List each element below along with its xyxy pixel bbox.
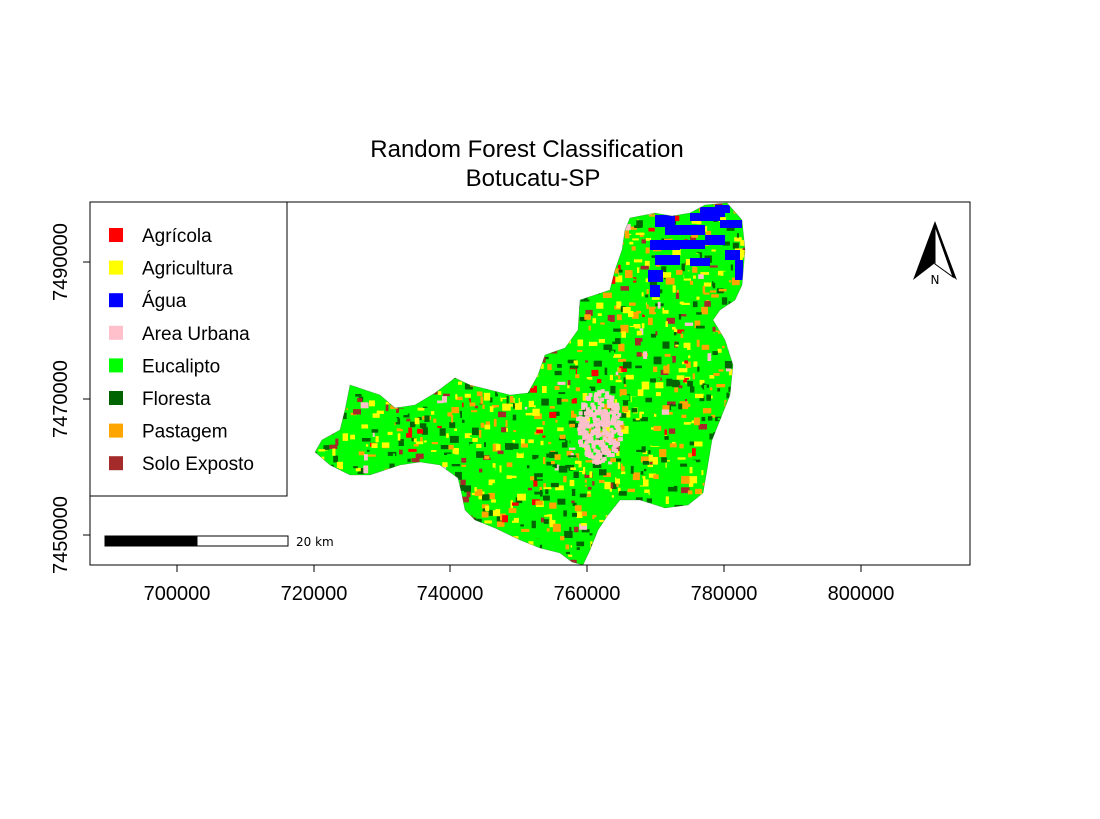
x-axis: 700000 720000 740000 760000 780000 800000 <box>144 564 895 605</box>
legend-swatch <box>109 228 123 242</box>
scale-bar: 20 km <box>104 535 334 549</box>
classification-raster <box>315 203 745 565</box>
map-subtitle: Botucatu-SP <box>466 165 601 192</box>
north-arrow-label: N <box>931 273 940 287</box>
y-axis: 7450000 7470000 7490000 <box>50 223 91 574</box>
legend-label: Floresta <box>142 389 211 410</box>
legend-swatch <box>109 260 123 275</box>
legend-swatch <box>109 456 123 471</box>
study-area-outline <box>314 202 746 566</box>
scale-bar-label: 20 km <box>296 535 334 549</box>
y-tick-label: 7470000 <box>50 360 72 438</box>
y-tick-label: 7490000 <box>50 223 72 301</box>
x-tick-label: 740000 <box>417 583 484 605</box>
x-tick-label: 700000 <box>144 583 211 605</box>
legend-swatch <box>109 423 123 438</box>
legend-label: Solo Exposto <box>142 454 254 475</box>
legend-label: Agrícola <box>142 226 212 247</box>
legend-label: Agricultura <box>142 259 233 280</box>
north-arrow-icon: N <box>913 221 957 287</box>
legend-swatch <box>109 293 123 308</box>
scale-bar-empty <box>196 535 289 547</box>
legend-label: Area Urbana <box>142 324 250 345</box>
x-tick-label: 760000 <box>554 583 621 605</box>
legend-label: Água <box>142 291 187 312</box>
scale-bar-filled <box>104 535 198 547</box>
legend: Agrícola Agricultura Água Area Urbana Eucali… <box>89 201 288 497</box>
y-tick-label: 7450000 <box>50 496 72 574</box>
legend-swatch <box>109 358 123 373</box>
x-tick-label: 780000 <box>691 583 758 605</box>
legend-swatch <box>109 391 123 405</box>
legend-label: Eucalipto <box>142 356 220 377</box>
legend-label: Pastagem <box>142 422 228 443</box>
legend-box <box>89 201 288 497</box>
map-title: Random Forest Classification <box>370 136 683 163</box>
legend-swatch <box>109 325 123 340</box>
x-tick-label: 720000 <box>281 583 348 605</box>
x-tick-label: 800000 <box>828 583 895 605</box>
